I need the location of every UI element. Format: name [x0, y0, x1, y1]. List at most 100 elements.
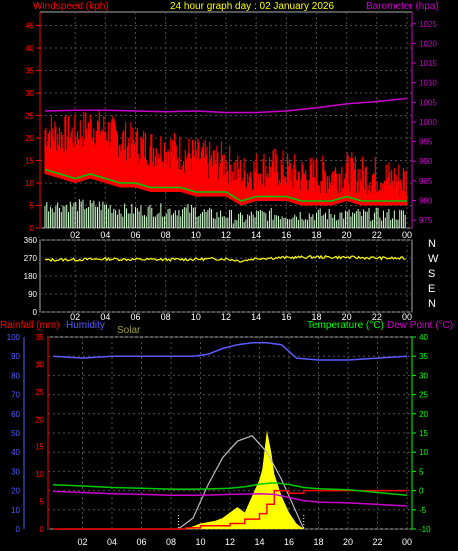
wind-xtick-label: 18: [311, 230, 321, 240]
th-xtick-label: 00: [402, 537, 412, 547]
temperature-line: [52, 482, 408, 496]
dir-compass-label: N: [428, 238, 436, 250]
humidity-ytick-label: 0: [16, 525, 21, 534]
dir-compass-label: W: [428, 253, 439, 265]
rainfall-line: [53, 489, 407, 530]
dir-xtick-label: 18: [311, 312, 321, 322]
humidity-ytick-label: 100: [7, 333, 21, 342]
th-xtick-label: 04: [107, 537, 117, 547]
th-xtick-label: 18: [313, 537, 323, 547]
temp-ytick-label: -5: [419, 506, 427, 515]
wind-ytick-label: 30: [25, 89, 34, 98]
temp-ytick-label: 10: [419, 448, 428, 457]
baro-ytick-label: 1000: [419, 118, 437, 127]
baro-ytick-label: 995: [419, 138, 433, 147]
th-xtick-label: 14: [254, 537, 264, 547]
dewpoint-line: [52, 490, 408, 507]
chart-title: 24 hour graph day : 02 January 2026: [170, 1, 334, 12]
wind-ytick-label: 15: [25, 157, 34, 166]
th-xtick-label: 02: [77, 537, 87, 547]
humidity-ytick-label: 20: [11, 487, 20, 496]
wind-ytick-label: 10: [25, 179, 34, 188]
humidity-ytick-label: 80: [11, 371, 20, 380]
humidity-ytick-label: 30: [11, 467, 20, 476]
rain-ytick-label: 15: [35, 443, 44, 452]
dir-xtick-label: 00: [402, 312, 412, 322]
solar-theoretical-line: [178, 435, 305, 530]
wind-direction-line: [44, 254, 406, 263]
wind-average-line: [44, 168, 407, 202]
wind-xtick-label: 00: [402, 230, 412, 240]
rain-ytick-label: 20: [35, 415, 44, 424]
wind-ytick-label: 40: [25, 44, 34, 53]
barometer-axis-title: Barometer (hpa): [366, 1, 439, 12]
wind-ytick-label: 45: [25, 22, 34, 31]
baro-ytick-label: 1025: [419, 20, 437, 29]
dir-ytick-label: 180: [24, 272, 38, 281]
wind-xtick-label: 14: [251, 230, 261, 240]
dir-xtick-label: 22: [372, 312, 382, 322]
solar-axis-title: Solar: [117, 325, 141, 336]
series-layer: [44, 97, 408, 530]
wind-xtick-label: 16: [281, 230, 291, 240]
wind-xtick-label: 12: [221, 230, 231, 240]
humidity-ytick-label: 60: [11, 410, 20, 419]
humidity-ytick-label: 70: [11, 391, 20, 400]
dir-xtick-label: 20: [342, 312, 352, 322]
temp-ytick-label: 0: [419, 487, 424, 496]
barometer-line: [44, 97, 408, 114]
humidity-line: [52, 342, 408, 361]
dir-xtick-label: 06: [130, 312, 140, 322]
dir-xtick-label: 16: [281, 312, 291, 322]
th-xtick-label: 22: [372, 537, 382, 547]
baro-ytick-label: 990: [419, 157, 433, 166]
temp-ytick-label: 30: [419, 371, 428, 380]
dir-xtick-label: 10: [191, 312, 201, 322]
dir-xtick-label: 14: [251, 312, 261, 322]
baro-ytick-label: 1015: [419, 59, 437, 68]
dir-ytick-label: 360: [24, 236, 38, 245]
wind-ytick-label: 0: [30, 224, 35, 233]
dir-ytick-label: 270: [24, 254, 38, 263]
temp-ytick-label: 5: [419, 467, 424, 476]
baro-ytick-label: 975: [419, 216, 433, 225]
dir-ytick-label: 0: [33, 308, 38, 317]
rain-ytick-label: 0: [40, 525, 45, 534]
dir-xtick-label: 12: [221, 312, 231, 322]
baro-ytick-label: 980: [419, 197, 433, 206]
baro-ytick-label: 1005: [419, 98, 437, 107]
baro-ytick-label: 985: [419, 177, 433, 186]
wind-xtick-label: 02: [70, 230, 80, 240]
baro-ytick-label: 1010: [419, 79, 437, 88]
rain-ytick-label: 25: [35, 388, 44, 397]
humidity-ytick-label: 50: [11, 429, 20, 438]
th-xtick-label: 16: [284, 537, 294, 547]
wind-xtick-label: 20: [342, 230, 352, 240]
dir-xtick-label: 02: [70, 312, 80, 322]
th-xtick-label: 20: [343, 537, 353, 547]
th-xtick-label: 06: [136, 537, 146, 547]
humidity-ytick-label: 10: [11, 506, 20, 515]
rain-ytick-label: 5: [40, 498, 45, 507]
rain-ytick-label: 30: [35, 360, 44, 369]
temp-ytick-label: -10: [419, 525, 431, 534]
dir-xtick-label: 08: [161, 312, 171, 322]
baro-ytick-label: 1020: [419, 39, 437, 48]
humidity-axis-title: Humidity: [66, 320, 105, 331]
rainfall-axis-title: Rainfall (mm): [0, 320, 59, 331]
wind-xtick-label: 04: [100, 230, 110, 240]
temperature-axis-title: Temperature (°C): [307, 320, 384, 331]
th-xtick-label: 12: [225, 537, 235, 547]
dir-xtick-label: 04: [100, 312, 110, 322]
windspeed-axis-title: Windspeed (kph): [33, 1, 109, 12]
temp-ytick-label: 35: [419, 352, 428, 361]
temp-ytick-label: 15: [419, 429, 428, 438]
wind-xtick-label: 10: [191, 230, 201, 240]
temp-ytick-label: 20: [419, 410, 428, 419]
wind-ytick-label: 5: [30, 202, 35, 211]
wind-ytick-label: 35: [25, 67, 34, 76]
humidity-ytick-label: 90: [11, 352, 20, 361]
wind-ytick-label: 25: [25, 112, 34, 121]
rain-ytick-label: 35: [35, 333, 44, 342]
temp-ytick-label: 40: [419, 333, 428, 342]
